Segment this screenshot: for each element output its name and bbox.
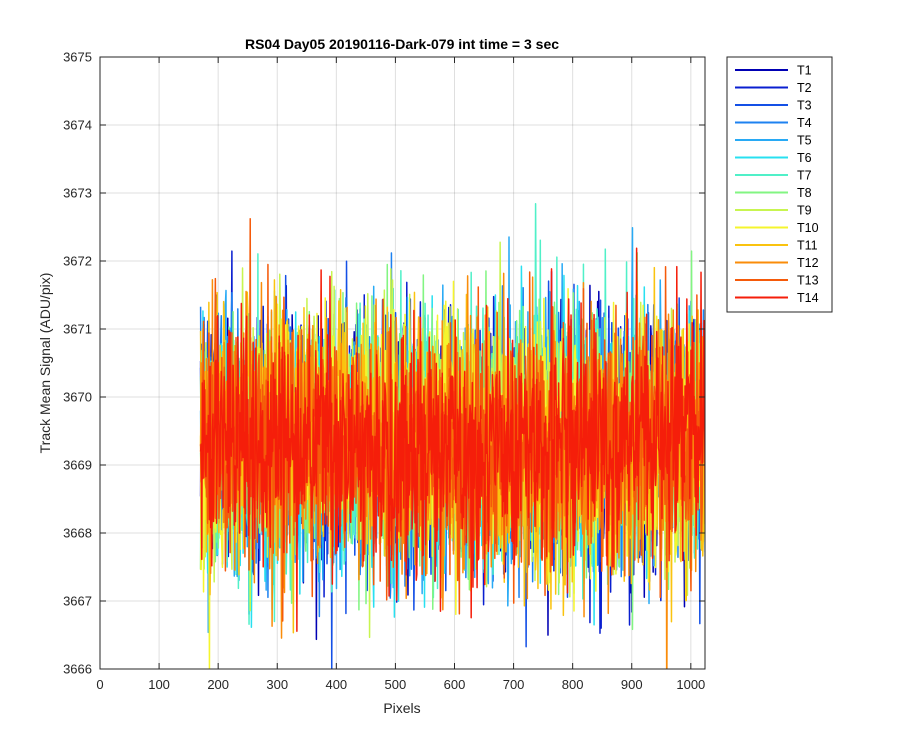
x-tick-label: 700 — [503, 677, 525, 692]
data-series — [199, 202, 705, 669]
x-tick-label: 800 — [562, 677, 584, 692]
x-tick-label: 900 — [621, 677, 643, 692]
legend: T1 T2 T3 T4 T5 T6 T7 T8 T9 T10 T11 T12 T13 T14 — [726, 56, 833, 313]
plot-frame — [99, 56, 706, 670]
legend-box — [726, 56, 833, 313]
y-axis-label: Track Mean Signal (ADU/pix) — [37, 273, 53, 454]
axis-ticks: 0 100 200 300 400 500 600 700 800 900 1000 3666 3667… — [63, 50, 705, 693]
y-tick-label: 3673 — [63, 186, 92, 201]
y-tick-label: 3674 — [63, 118, 92, 133]
y-tick-label: 3675 — [63, 50, 92, 65]
x-tick-label: 600 — [444, 677, 466, 692]
legend-label-t9: T9 — [797, 204, 812, 218]
legend-label-t4: T4 — [797, 116, 812, 130]
legend-label-t3: T3 — [797, 99, 812, 113]
x-tick-label: 500 — [385, 677, 407, 692]
legend-label-t10: T10 — [797, 221, 819, 235]
legend-label-t12: T12 — [797, 256, 819, 270]
legend-label-t14: T14 — [797, 291, 819, 305]
x-tick-label: 200 — [207, 677, 229, 692]
x-tick-label: 0 — [96, 677, 103, 692]
y-tick-label: 3672 — [63, 254, 92, 269]
legend-label-t6: T6 — [797, 151, 812, 165]
y-tick-label: 3669 — [63, 458, 92, 473]
x-tick-label: 300 — [266, 677, 288, 692]
plot-area — [199, 202, 705, 669]
x-tick-label: 400 — [325, 677, 347, 692]
legend-label-t2: T2 — [797, 81, 812, 95]
x-tick-label: 100 — [148, 677, 170, 692]
x-axis-label: Pixels — [383, 700, 420, 716]
legend-label-t13: T13 — [797, 274, 819, 288]
y-tick-label: 3666 — [63, 662, 92, 677]
legend-label-t8: T8 — [797, 186, 812, 200]
legend-label-t7: T7 — [797, 169, 812, 183]
x-tick-label: 1000 — [676, 677, 705, 692]
legend-label-t11: T11 — [797, 239, 818, 253]
y-tick-label: 3671 — [63, 322, 92, 337]
y-tick-label: 3670 — [63, 390, 92, 405]
y-tick-label: 3668 — [63, 526, 92, 541]
series-line-t14 — [199, 247, 705, 632]
legend-label-t1: T1 — [797, 64, 812, 78]
chart-title: RS04 Day05 20190116-Dark-079 int time = … — [245, 36, 559, 52]
legend-label-t5: T5 — [797, 134, 812, 148]
y-tick-label: 3667 — [63, 594, 92, 609]
